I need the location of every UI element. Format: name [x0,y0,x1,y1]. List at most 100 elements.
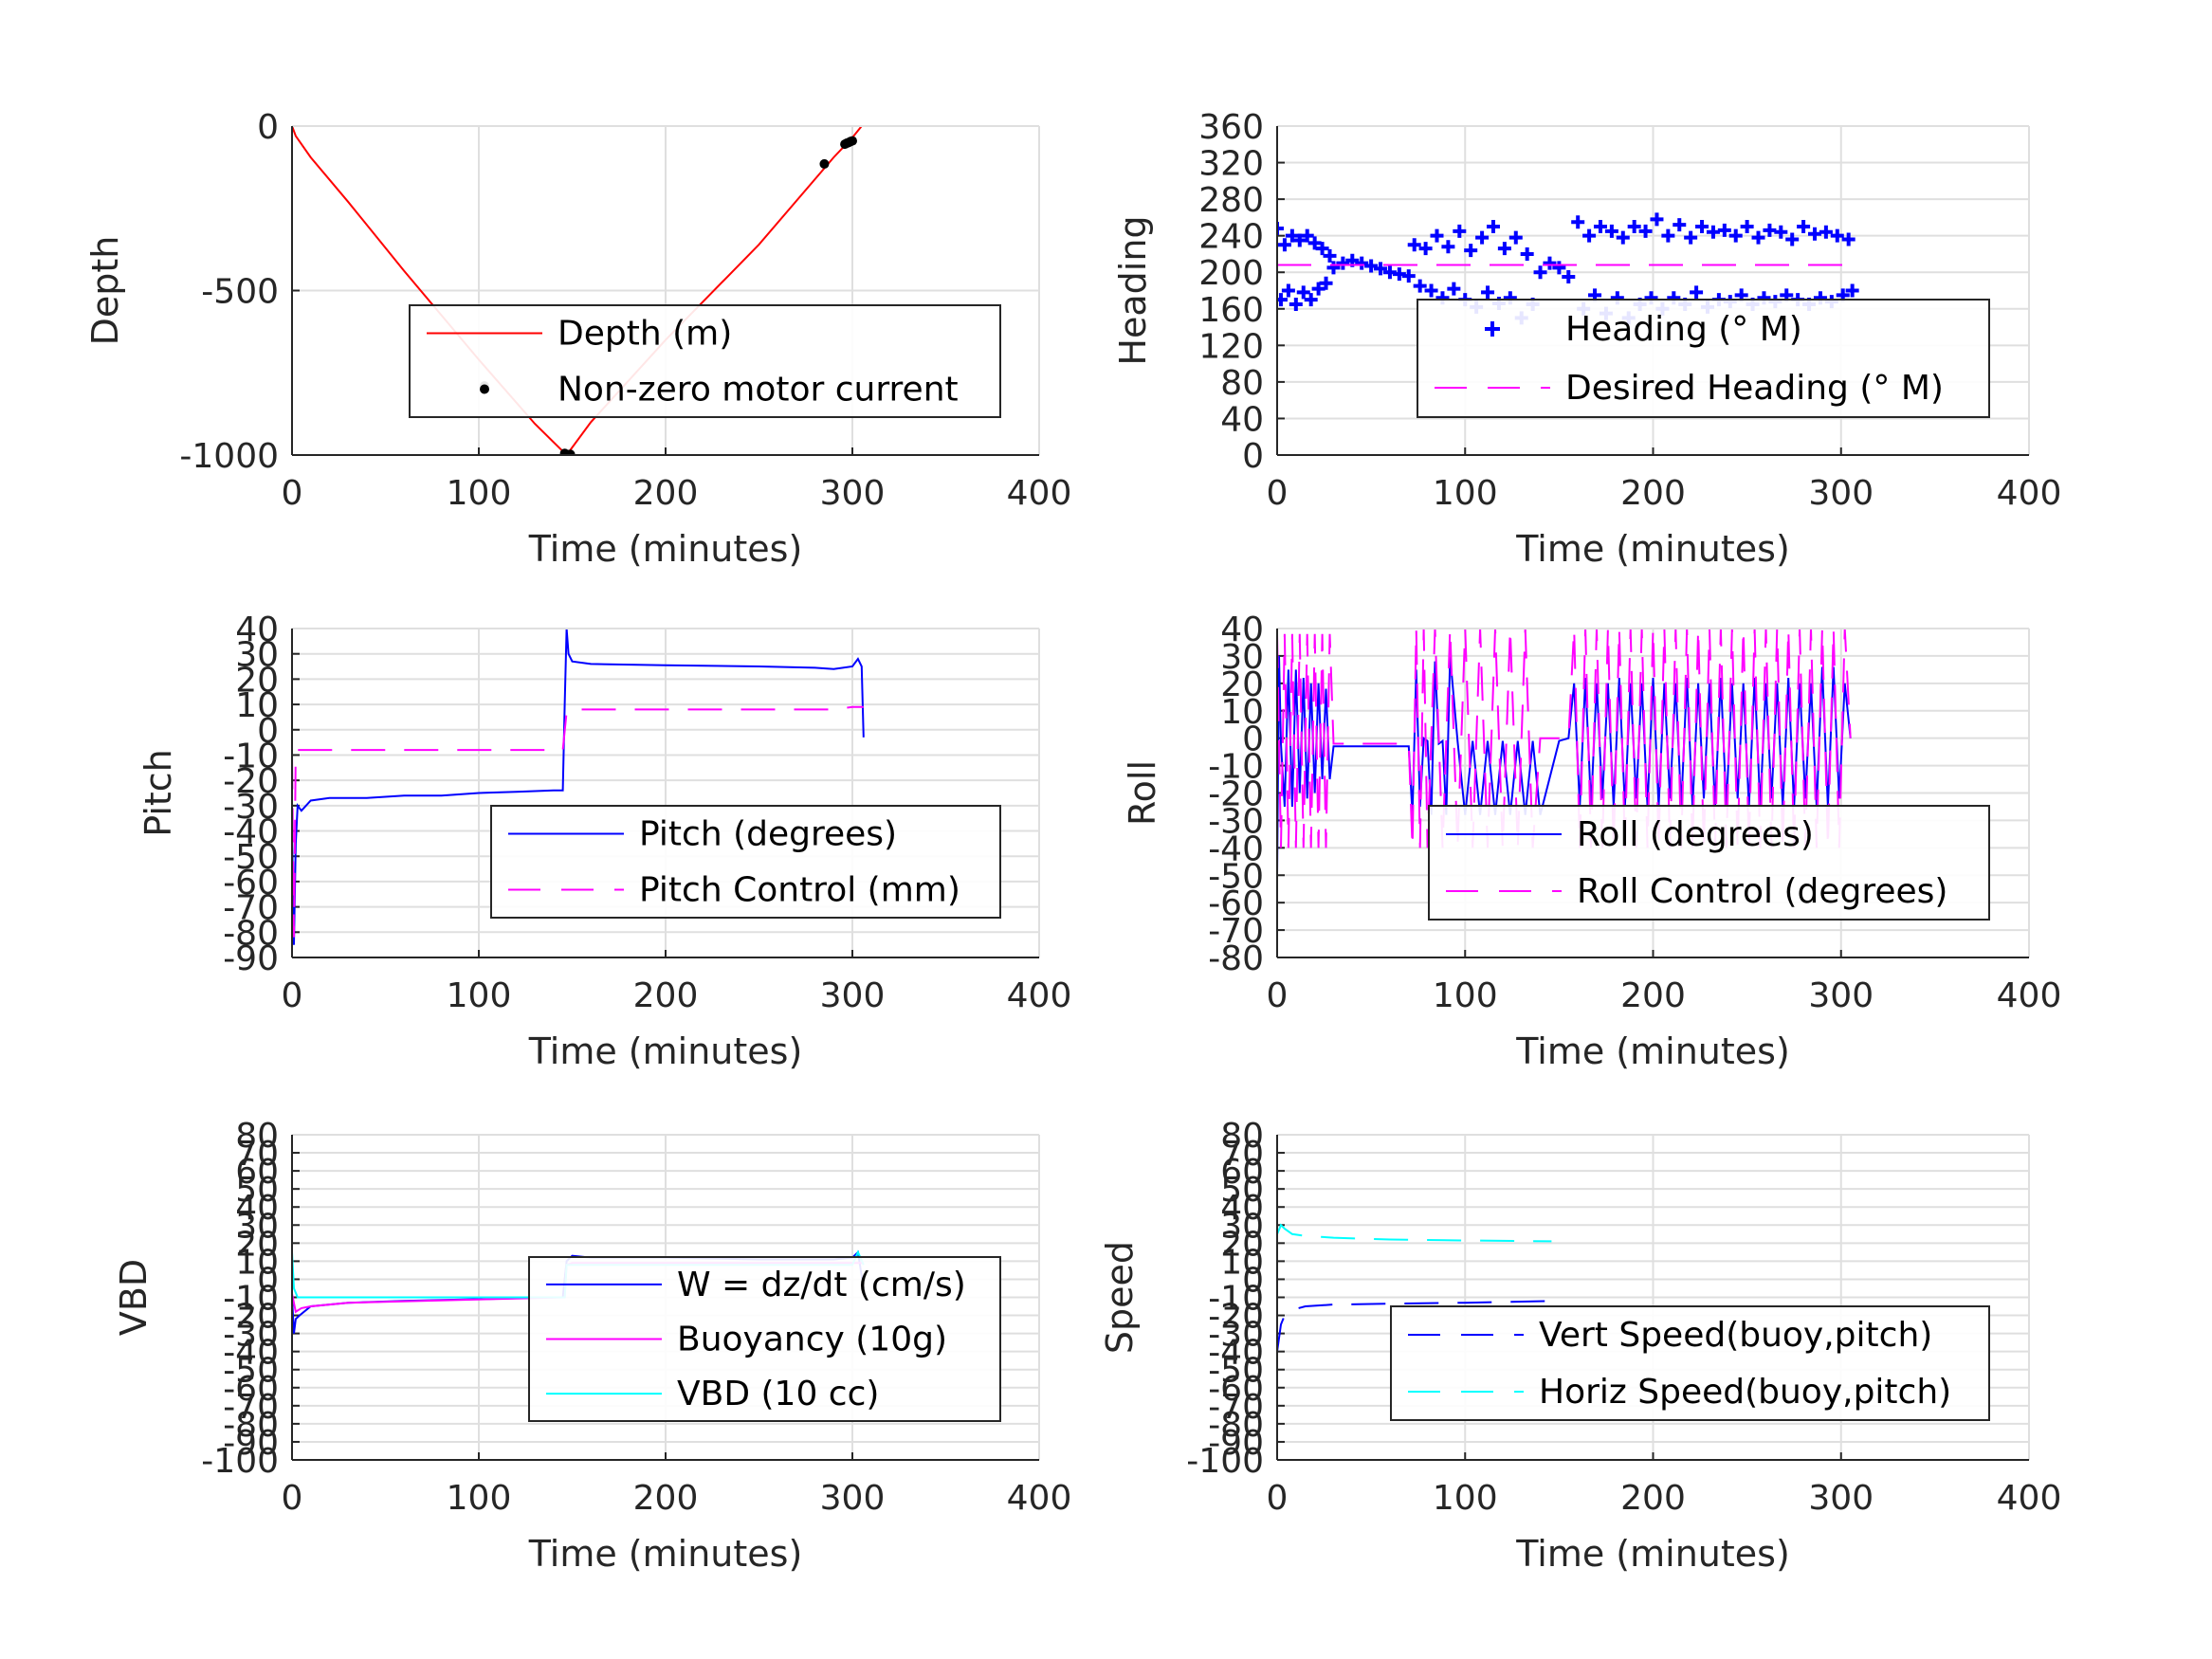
heading-point [1311,282,1325,296]
x-tick-label: 0 [282,976,303,1015]
y-tick-label: -20 [1208,775,1264,814]
series-line-2 [292,705,864,938]
heading-point [1407,238,1421,252]
legend: Pitch (degrees) Pitch Control (mm) [490,805,1001,919]
x-tick-label: 0 [1267,1479,1289,1518]
legend-label: Buoyancy (10g) [677,1321,947,1359]
heading-point [1453,224,1467,238]
heading-point [1706,225,1720,239]
y-tick-label: 160 [1198,291,1264,330]
heading-point [1464,244,1478,258]
legend-label: Pitch Control (mm) [639,871,960,910]
chart-panel-4: 0 100 200 300 400403020100-10-20-30-40-50-60… [1122,611,2061,1072]
y-tick-label: -30 [223,1316,279,1355]
chart-panel-5: 0 100 200 300 40080706050403020100-10-20-30-… [113,1117,1071,1575]
x-tick-label: 400 [1007,1479,1072,1518]
motor-current-point [848,136,857,146]
legend: Heading (° M) Desired Heading (° M) [1417,299,1990,418]
heading-point [1661,228,1675,243]
y-tick-label: 0 [1242,437,1264,476]
heading-point [1717,223,1731,237]
legend: Roll (degrees) Roll Control (degrees) [1428,805,1990,921]
y-tick-label: 30 [235,636,279,675]
heading-point [1355,256,1369,270]
y-tick-label: 50 [1220,1171,1264,1210]
y-axis-label: Depth [84,236,126,346]
heading-point [1841,232,1856,246]
heading-point [1673,218,1687,232]
legend-swatch [480,384,489,394]
heading-point [1571,215,1585,229]
y-tick-label: 0 [1242,1261,1264,1300]
x-tick-label: 0 [282,474,303,513]
y-tick-label: -70 [223,889,279,928]
y-tick-label: 40 [1220,611,1264,649]
x-tick-label: 300 [1808,1479,1874,1518]
y-axis-label: VBD [113,1259,155,1336]
y-tick-label: 200 [1198,254,1264,293]
series-line-2 [1277,1223,1552,1243]
heading-point [1508,230,1523,245]
y-tick-label: -20 [223,762,279,801]
heading-point [1830,228,1844,243]
y-tick-label: 0 [257,712,279,751]
y-tick-label: -40 [1208,1334,1264,1373]
legend-label: VBD (10 cc) [677,1375,879,1413]
heading-point [1797,220,1811,234]
y-tick-label: -20 [223,1298,279,1337]
heading-point [1582,228,1597,243]
y-tick-label: 10 [1220,693,1264,732]
y-tick-label: 120 [1198,327,1264,366]
y-tick-label: 40 [235,1189,279,1228]
y-tick-label: 70 [1220,1135,1264,1174]
series-line-1 [292,126,863,455]
heading-point [1401,269,1416,283]
heading-point [1281,283,1295,298]
y-tick-label: -90 [223,1424,279,1463]
legend-label: Horiz Speed(buoy,pitch) [1539,1373,1951,1412]
heading-point [1441,240,1455,254]
legend-box [409,304,1001,418]
y-tick-label: 280 [1198,181,1264,220]
heading-point [1447,282,1461,296]
x-axis-label: Time (minutes) [1515,1533,1790,1575]
x-axis-label: Time (minutes) [1515,528,1790,570]
y-tick-label: 10 [235,686,279,725]
y-tick-label: -10 [1208,748,1264,787]
heading-point [1819,225,1833,239]
y-axis-label: Roll [1122,760,1163,826]
series-group [1277,1223,1552,1352]
heading-point [1418,242,1433,256]
y-tick-label: -90 [1208,1424,1264,1463]
x-tick-label: 200 [633,976,699,1015]
x-tick-label: 300 [820,976,886,1015]
heading-point [1481,285,1495,300]
y-tick-label: -70 [1208,912,1264,951]
y-tick-label: -20 [1208,1298,1264,1337]
heading-point [1285,228,1299,243]
legend-label: Desired Heading (° M) [1565,369,1944,408]
y-tick-label: 20 [1220,665,1264,704]
legend-box [1428,805,1990,921]
y-tick-label: -40 [1208,830,1264,868]
series-group [292,629,865,945]
y-tick-label: 10 [235,1243,279,1282]
y-tick-label: 20 [235,1225,279,1264]
legend-label: Vert Speed(buoy,pitch) [1539,1316,1932,1355]
y-tick-label: 20 [1220,1225,1264,1264]
x-tick-label: 400 [1007,976,1072,1015]
x-tick-label: 100 [447,1479,512,1518]
y-tick-label: -70 [223,1388,279,1427]
y-tick-label: -80 [1208,939,1264,978]
heading-point [1424,283,1438,298]
x-axis-label: Time (minutes) [528,528,803,570]
chart-panel-1: 0 100 200 300 400 0 -500 -1000 Time (minutes) Dep… [84,108,1071,570]
y-tick-label: 10 [1220,1243,1264,1282]
series-group [1277,629,1852,876]
y-tick-label: 30 [1220,1207,1264,1246]
y-tick-label: -80 [223,1406,279,1445]
heading-point [1304,293,1318,307]
x-tick-label: 400 [1997,976,2062,1015]
heading-point [1695,220,1709,234]
